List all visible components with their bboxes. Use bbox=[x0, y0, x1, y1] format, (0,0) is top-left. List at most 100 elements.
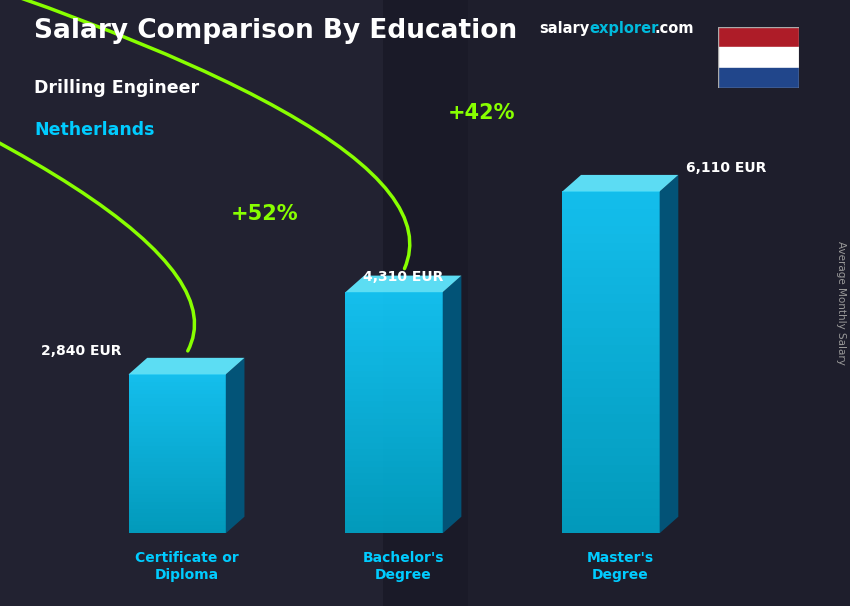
Polygon shape bbox=[563, 294, 660, 302]
Polygon shape bbox=[128, 402, 226, 406]
Polygon shape bbox=[563, 362, 660, 371]
Polygon shape bbox=[345, 407, 443, 413]
Polygon shape bbox=[563, 225, 660, 235]
Bar bbox=[718, 47, 799, 68]
Polygon shape bbox=[128, 462, 226, 466]
Polygon shape bbox=[128, 474, 226, 478]
Polygon shape bbox=[563, 508, 660, 516]
Polygon shape bbox=[128, 410, 226, 414]
Polygon shape bbox=[345, 503, 443, 509]
Polygon shape bbox=[345, 347, 443, 353]
Polygon shape bbox=[345, 376, 443, 382]
Polygon shape bbox=[128, 438, 226, 442]
Polygon shape bbox=[128, 490, 226, 493]
Text: Average Monthly Salary: Average Monthly Salary bbox=[836, 241, 846, 365]
Polygon shape bbox=[128, 510, 226, 513]
Polygon shape bbox=[128, 382, 226, 387]
Polygon shape bbox=[128, 513, 226, 518]
Text: Drilling Engineer: Drilling Engineer bbox=[34, 79, 199, 97]
Bar bbox=[468, 0, 850, 606]
Polygon shape bbox=[345, 509, 443, 515]
Polygon shape bbox=[345, 341, 443, 347]
Polygon shape bbox=[128, 375, 226, 378]
Polygon shape bbox=[128, 430, 226, 434]
Polygon shape bbox=[345, 276, 462, 292]
Polygon shape bbox=[563, 465, 660, 473]
Polygon shape bbox=[345, 521, 443, 527]
Polygon shape bbox=[563, 525, 660, 533]
Polygon shape bbox=[345, 443, 443, 449]
Polygon shape bbox=[128, 482, 226, 485]
Polygon shape bbox=[128, 434, 226, 438]
Polygon shape bbox=[345, 370, 443, 376]
Polygon shape bbox=[563, 200, 660, 208]
Polygon shape bbox=[128, 454, 226, 458]
Polygon shape bbox=[563, 175, 678, 191]
Polygon shape bbox=[128, 414, 226, 418]
Polygon shape bbox=[563, 379, 660, 388]
Polygon shape bbox=[345, 491, 443, 497]
Polygon shape bbox=[345, 485, 443, 491]
Polygon shape bbox=[563, 268, 660, 277]
Polygon shape bbox=[345, 382, 443, 388]
Polygon shape bbox=[128, 390, 226, 395]
Polygon shape bbox=[128, 458, 226, 462]
Polygon shape bbox=[345, 431, 443, 437]
Polygon shape bbox=[443, 276, 462, 533]
Polygon shape bbox=[345, 359, 443, 365]
Polygon shape bbox=[563, 328, 660, 337]
Polygon shape bbox=[563, 311, 660, 320]
Polygon shape bbox=[345, 365, 443, 370]
Text: Master's
Degree: Master's Degree bbox=[586, 551, 654, 582]
Bar bbox=[718, 68, 799, 88]
Polygon shape bbox=[128, 395, 226, 398]
Polygon shape bbox=[345, 413, 443, 419]
Polygon shape bbox=[563, 439, 660, 448]
Polygon shape bbox=[345, 497, 443, 503]
Polygon shape bbox=[226, 358, 245, 533]
Polygon shape bbox=[345, 353, 443, 359]
Polygon shape bbox=[128, 498, 226, 502]
Text: 6,110 EUR: 6,110 EUR bbox=[686, 161, 766, 175]
Polygon shape bbox=[660, 175, 678, 533]
Polygon shape bbox=[563, 345, 660, 354]
Polygon shape bbox=[345, 401, 443, 407]
Polygon shape bbox=[345, 304, 443, 310]
Polygon shape bbox=[345, 328, 443, 335]
Polygon shape bbox=[345, 310, 443, 316]
Text: +52%: +52% bbox=[231, 204, 299, 224]
Polygon shape bbox=[563, 285, 660, 294]
Polygon shape bbox=[128, 398, 226, 402]
Text: Salary Comparison By Education: Salary Comparison By Education bbox=[34, 18, 517, 44]
Polygon shape bbox=[128, 422, 226, 426]
Polygon shape bbox=[563, 516, 660, 525]
Polygon shape bbox=[563, 251, 660, 260]
Polygon shape bbox=[128, 485, 226, 490]
Polygon shape bbox=[128, 406, 226, 410]
Polygon shape bbox=[563, 456, 660, 465]
Polygon shape bbox=[345, 425, 443, 431]
Polygon shape bbox=[128, 378, 226, 382]
Text: 4,310 EUR: 4,310 EUR bbox=[363, 270, 444, 284]
Text: Netherlands: Netherlands bbox=[34, 121, 155, 139]
Polygon shape bbox=[345, 292, 443, 298]
Polygon shape bbox=[128, 450, 226, 454]
Polygon shape bbox=[345, 419, 443, 425]
Polygon shape bbox=[563, 473, 660, 482]
Polygon shape bbox=[345, 335, 443, 341]
Polygon shape bbox=[563, 302, 660, 311]
Text: salary: salary bbox=[540, 21, 590, 36]
Polygon shape bbox=[128, 529, 226, 533]
Polygon shape bbox=[345, 316, 443, 322]
Polygon shape bbox=[345, 395, 443, 401]
Polygon shape bbox=[128, 418, 226, 422]
Polygon shape bbox=[128, 358, 245, 375]
Polygon shape bbox=[563, 217, 660, 225]
Polygon shape bbox=[345, 322, 443, 328]
Text: .com: .com bbox=[654, 21, 694, 36]
Polygon shape bbox=[345, 455, 443, 461]
Polygon shape bbox=[128, 493, 226, 498]
Polygon shape bbox=[563, 448, 660, 456]
Text: Certificate or
Diploma: Certificate or Diploma bbox=[134, 551, 238, 582]
Text: 2,840 EUR: 2,840 EUR bbox=[41, 344, 121, 358]
